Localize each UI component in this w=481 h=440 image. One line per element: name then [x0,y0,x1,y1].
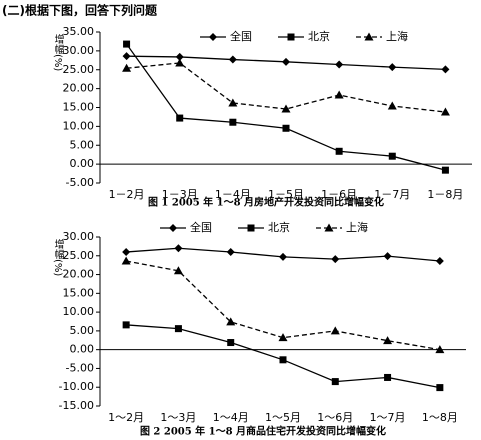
y-tick-label: 30.00 [63,230,95,243]
data-point [441,166,449,174]
legend-label: 全国 [230,29,252,43]
data-point [279,252,287,261]
data-point [175,52,184,61]
data-point [436,384,444,392]
y-tick-label: 20.00 [63,268,95,281]
data-point [175,58,185,67]
x-tick-label: 1－6月 [321,188,357,201]
legend-marker [169,224,177,232]
x-tick-label: 1－3月 [162,188,198,201]
y-tick-label: 5.00 [70,138,95,151]
data-point [334,90,344,99]
legend-marker [324,223,334,232]
y-tick-label: -5.00 [66,176,94,189]
data-point [173,266,183,275]
data-point [226,248,235,257]
x-tick-label: 1－8月 [427,188,463,201]
x-tick-label: 1－5月 [268,188,304,201]
y-tick-label: 5.00 [70,324,95,337]
data-point [123,40,131,48]
header-title: (二)根据下图，回答下列问题 [2,3,158,18]
data-point [121,256,131,265]
data-point [122,63,132,72]
legend-marker [364,32,374,41]
y-tick-label: 10.00 [63,119,95,132]
chart-caption: 图 1 2005 年 1～8 月房地产开发投资同比增幅变化 [148,196,384,209]
data-point [227,339,235,347]
data-point [331,255,340,264]
data-point [335,147,343,155]
y-tick-label: 35.00 [63,25,95,38]
x-tick-label: 1～5月 [265,411,301,424]
data-point [122,52,131,61]
data-point [228,98,238,107]
data-point [122,321,130,329]
data-point [435,345,445,354]
y-tick-label: 15.00 [63,286,95,299]
data-point [278,333,288,342]
legend-marker [247,224,255,232]
chart-caption: 图 2 2005 年 1～8 月商品住宅开发投资同比增幅变化 [140,425,386,438]
legend-marker [209,33,217,41]
data-point [388,152,396,160]
data-point [229,118,237,126]
y-axis-label: 增幅(%) [52,33,64,72]
legend-label: 上海 [346,220,368,234]
data-point [228,55,237,64]
x-tick-label: 1－4月 [215,188,251,201]
data-point [388,63,397,72]
x-tick-label: 1～6月 [317,411,353,424]
legend-label: 北京 [268,220,290,234]
y-tick-label: -15.00 [59,399,94,412]
x-tick-label: 1～3月 [160,411,196,424]
x-tick-label: 1～7月 [370,411,406,424]
data-point [383,336,393,345]
x-tick-label: 1～8月 [422,411,458,424]
legend-label: 北京 [308,29,330,43]
x-tick-label: 1－2月 [109,188,145,201]
data-point [282,124,290,132]
y-tick-label: 20.00 [63,82,95,95]
data-point [440,107,450,116]
data-point [335,60,344,69]
y-tick-label: 0.00 [70,157,95,170]
data-point [384,373,392,381]
y-tick-label: 0.00 [70,343,95,356]
legend-marker [287,33,295,41]
data-point [435,257,444,266]
data-point [387,101,397,110]
legend-label: 上海 [386,29,408,43]
data-point [279,356,287,364]
data-point [174,244,183,253]
y-tick-label: -5.00 [66,361,94,374]
y-tick-label: 30.00 [63,44,95,57]
data-point [441,65,450,74]
x-tick-label: 1～2月 [108,411,144,424]
data-point [331,378,339,386]
y-tick-label: -10.00 [59,380,94,393]
data-point [383,252,392,261]
data-point [281,104,291,113]
x-tick-label: 1～4月 [213,411,249,424]
y-tick-label: 10.00 [63,305,95,318]
y-tick-label: 25.00 [63,63,95,76]
x-tick-label: 1－7月 [374,188,410,201]
legend-label: 全国 [190,220,212,234]
data-point [226,317,236,326]
data-point [330,326,340,335]
y-tick-label: 15.00 [63,101,95,114]
data-point [176,114,184,122]
y-tick-label: 25.00 [63,249,95,262]
data-point [122,248,131,257]
y-axis-label: 增幅(%) [52,238,64,277]
data-point [282,57,290,66]
data-point [174,325,182,333]
